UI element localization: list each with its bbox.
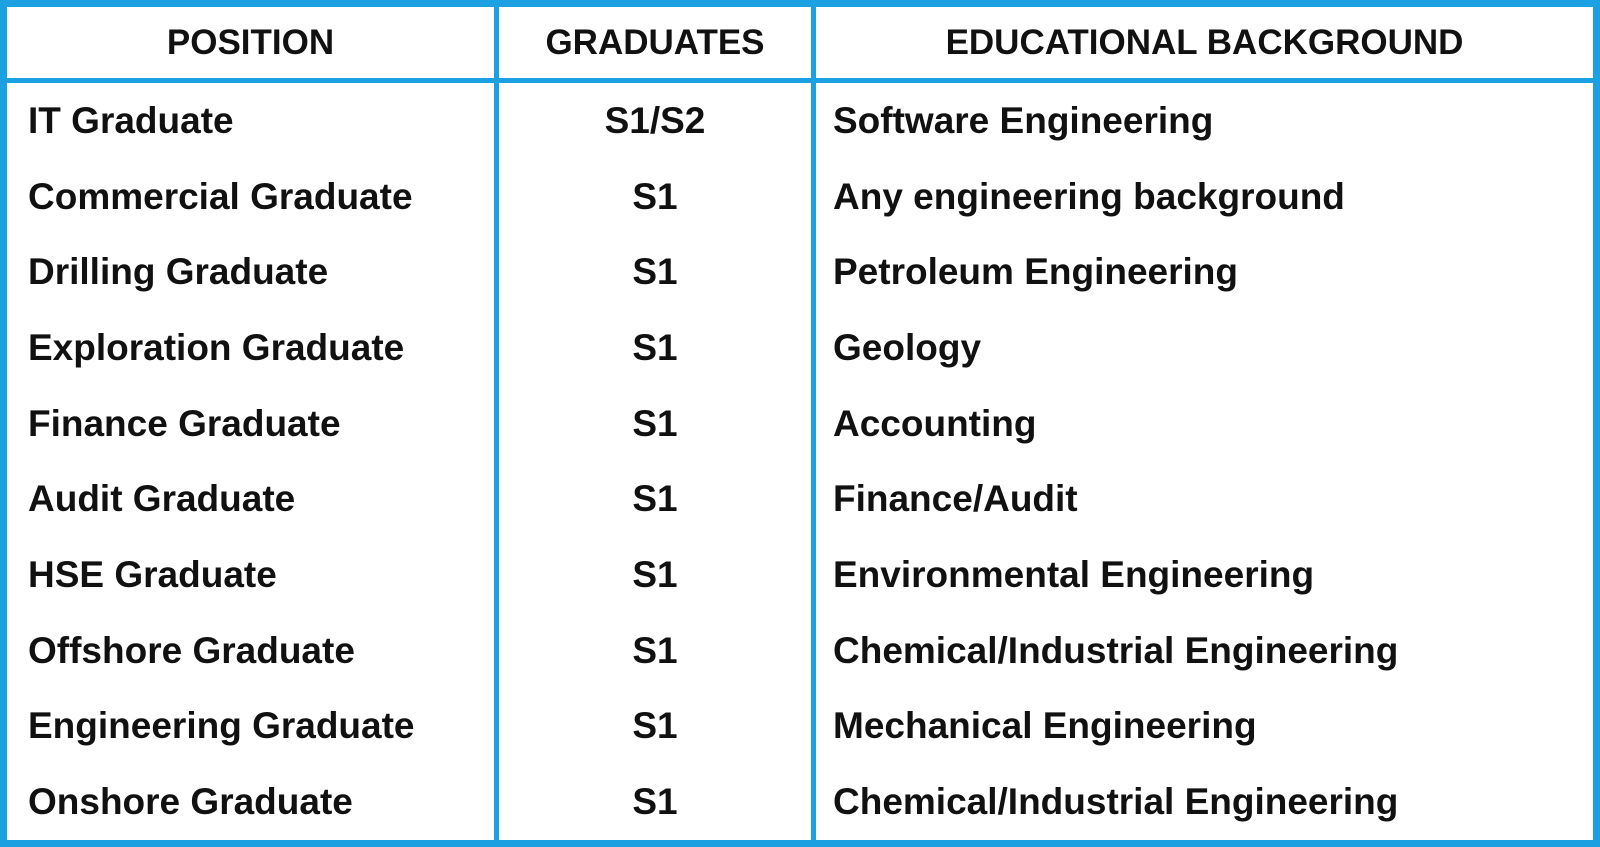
table-cell: Geology bbox=[833, 326, 982, 368]
table-cell: Any engineering background bbox=[833, 175, 1345, 217]
column-header: POSITION bbox=[166, 22, 335, 62]
table-cell: S1/S2 bbox=[604, 99, 706, 141]
table-cell: S1 bbox=[632, 705, 678, 747]
table-cell: Commercial Graduate bbox=[28, 175, 413, 217]
table-cell: Software Engineering bbox=[833, 99, 1214, 141]
table-cell: Petroleum Engineering bbox=[833, 251, 1239, 293]
table-cell: Environmental Engineering bbox=[833, 554, 1315, 596]
table-cell: S1 bbox=[632, 402, 678, 444]
table-cell: S1 bbox=[632, 554, 678, 596]
column-divider bbox=[494, 0, 499, 847]
table-cell: HSE Graduate bbox=[28, 554, 277, 596]
table-cell: Chemical/Industrial Engineering bbox=[833, 781, 1399, 823]
table-cell: S1 bbox=[632, 175, 678, 217]
table-cell: Accounting bbox=[833, 402, 1037, 444]
table-cell: Engineering Graduate bbox=[28, 705, 415, 747]
table-cell: Audit Graduate bbox=[28, 478, 296, 520]
header-divider bbox=[0, 78, 1600, 83]
table-cell: S1 bbox=[632, 781, 678, 823]
table-cell: Finance Graduate bbox=[28, 402, 341, 444]
column-header: GRADUATES bbox=[545, 22, 765, 62]
table-cell: Onshore Graduate bbox=[28, 781, 353, 823]
table-cell: Offshore Graduate bbox=[28, 629, 355, 671]
table-cell: S1 bbox=[632, 251, 678, 293]
table-cell: Drilling Graduate bbox=[28, 251, 329, 293]
table-cell: Finance/Audit bbox=[833, 478, 1078, 520]
table-cell: S1 bbox=[632, 478, 678, 520]
table-cell: IT Graduate bbox=[28, 99, 234, 141]
table-cell: S1 bbox=[632, 629, 678, 671]
table-cell: Exploration Graduate bbox=[28, 326, 405, 368]
table-cell: Mechanical Engineering bbox=[833, 705, 1257, 747]
table-cell: Chemical/Industrial Engineering bbox=[833, 629, 1399, 671]
column-header: EDUCATIONAL BACKGROUND bbox=[945, 22, 1464, 62]
table-cell: S1 bbox=[632, 326, 678, 368]
column-divider bbox=[811, 0, 816, 847]
